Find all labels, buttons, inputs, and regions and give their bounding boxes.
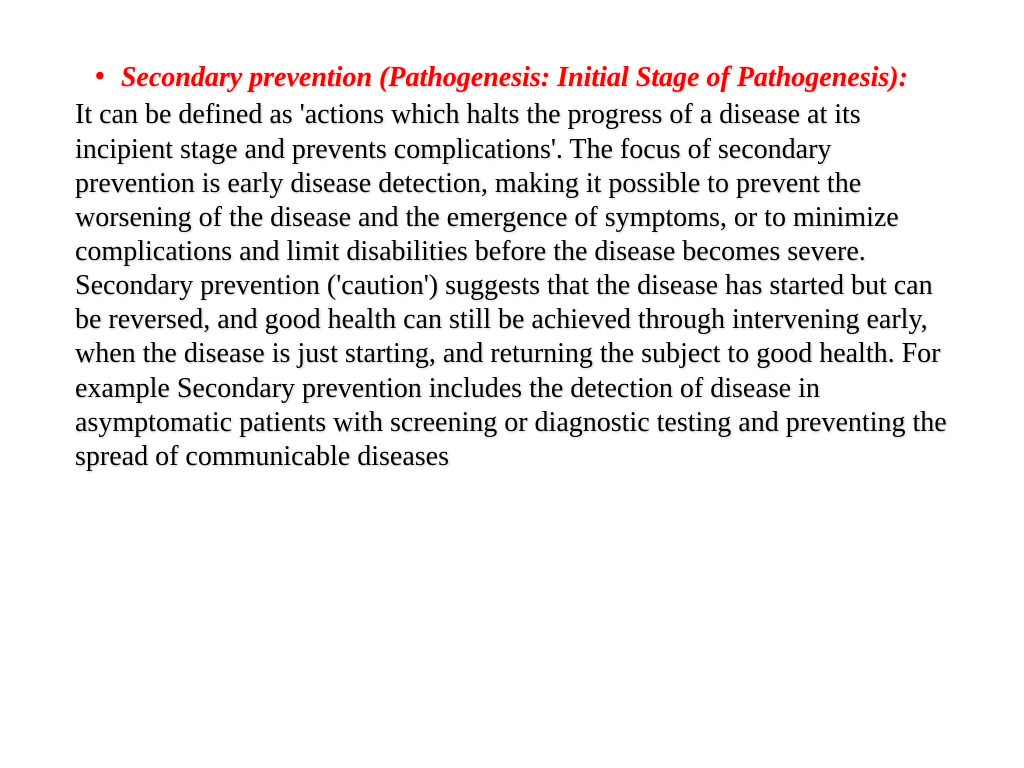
body-paragraph: It can be defined as 'actions which halt…	[75, 98, 949, 474]
bullet-marker: •	[95, 60, 105, 94]
heading-bullet-item: • Secondary prevention (Pathogenesis: In…	[75, 60, 949, 96]
heading-text: Secondary prevention (Pathogenesis: Init…	[121, 60, 949, 96]
